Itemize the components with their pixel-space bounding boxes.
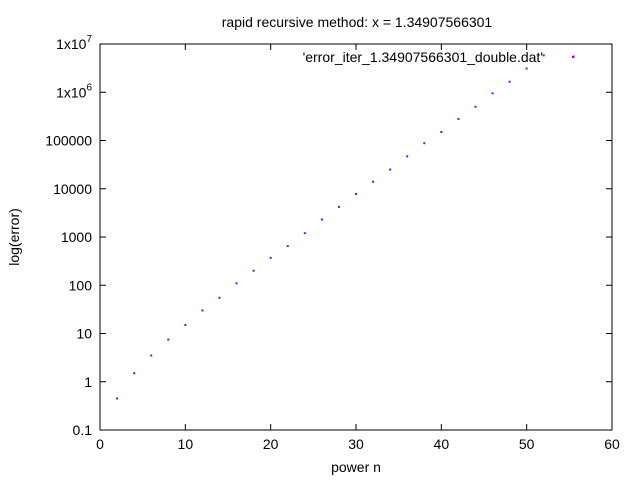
x-axis-label: power n [331,459,381,475]
y-tick-label: 1x107 [56,34,92,52]
data-point [440,131,443,134]
data-point [133,372,136,375]
data-point [269,256,272,259]
data-point [572,55,575,58]
data-point [474,105,477,108]
data-point [201,309,204,312]
data-point [218,296,221,299]
y-tick-label: 100 [69,277,93,293]
data-point [389,168,392,171]
chart-title: rapid recursive method: x = 1.3490756630… [222,14,493,30]
data-point [286,245,289,248]
x-tick-label: 20 [263,436,279,452]
data-point [337,205,340,208]
data-point [406,155,409,158]
x-tick-label: 40 [434,436,450,452]
data-point [457,117,460,120]
data-point [508,80,511,83]
legend-label: 'error_iter_1.34907566301_double.dat' [303,49,543,65]
data-point [423,142,426,145]
data-point [235,282,238,285]
y-tick-label: 10000 [53,181,92,197]
data-point [491,92,494,95]
y-tick-label: 10 [76,326,92,342]
y-tick-label: 1000 [61,229,92,245]
y-tick-label: 0.1 [73,422,93,438]
x-tick-label: 50 [519,436,535,452]
x-tick-label: 60 [604,436,620,452]
x-tick-label: 30 [348,436,364,452]
data-point [252,269,255,272]
y-tick-label: 1 [84,374,92,390]
data-point [542,54,545,57]
y-axis: 0.1 1 10 100 1000 10000 100000 1x106 1x107 [45,34,612,438]
y-tick-label: 1x106 [56,82,92,100]
data-point [320,218,323,221]
data-point [116,397,119,400]
data-points [116,54,575,400]
y-axis-label: log(error) [6,208,22,266]
data-point [525,67,528,70]
x-axis: 0 10 20 30 40 50 60 [96,44,620,452]
x-tick-label: 10 [178,436,194,452]
data-point [184,324,187,327]
data-point [167,338,170,341]
data-point [303,232,306,235]
data-point [150,354,153,357]
data-point [355,192,357,195]
y-tick-label: 100000 [45,133,92,149]
plot-frame [99,43,613,431]
x-tick-label: 0 [96,436,104,452]
data-point [372,180,375,183]
